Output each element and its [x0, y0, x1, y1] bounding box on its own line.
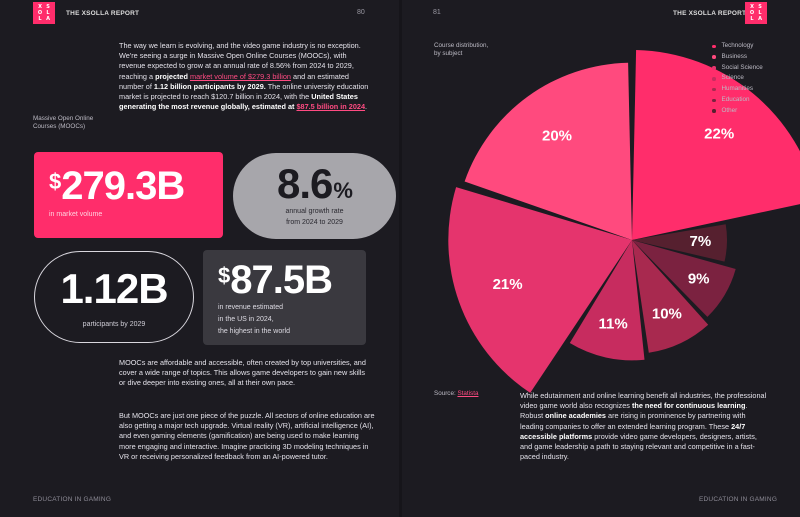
legend-dot — [712, 55, 716, 59]
report-title: THE XSOLLA REPORT — [673, 10, 747, 17]
legend-label: Humanities — [721, 85, 754, 93]
slice-label: 7% — [690, 233, 712, 250]
mooc-label: Massive Open Online Courses (MOOCs) — [33, 115, 94, 131]
slice-label: 20% — [542, 128, 572, 145]
growth-rate-stat: 8.6% annual growth rate from 2024 to 202… — [233, 153, 396, 239]
slice-label: 11% — [598, 316, 627, 333]
chart-title: Course distribution, by subject — [434, 42, 489, 58]
legend-label: Business — [721, 52, 748, 60]
pie-slice — [632, 240, 736, 317]
legend-item: Technology — [712, 41, 763, 52]
legend-item: Science — [712, 73, 763, 84]
legend-dot — [712, 77, 716, 81]
pie-slice — [569, 240, 645, 361]
legend-dot — [712, 66, 716, 70]
legend-item: Humanities — [712, 84, 763, 95]
source-link[interactable]: Statista — [457, 390, 479, 397]
slice-label: 21% — [493, 276, 523, 293]
chart-source: Source: Statista — [434, 390, 479, 397]
legend-label: Science — [721, 74, 744, 82]
market-volume-link[interactable]: market volume of $279.3 billion — [189, 71, 291, 81]
tech-paragraph: But MOOCs are just one piece of the puzz… — [119, 411, 375, 461]
intro-paragraph: The way we learn is evolving, and the vi… — [119, 41, 369, 112]
chart-legend: Technology Business Social Science Science H… — [712, 41, 763, 117]
legend-label: Education — [721, 95, 750, 103]
pie-slice — [464, 62, 632, 241]
legend-label: Social Science — [721, 63, 763, 71]
legend-dot — [712, 109, 716, 113]
report-title: THE XSOLLA REPORT — [66, 10, 140, 17]
market-volume-stat: $279.3B in market volume — [34, 152, 223, 238]
legend-item: Social Science — [712, 63, 763, 74]
pie-slice — [632, 50, 800, 240]
pie-slice — [632, 240, 709, 353]
pie-chart: 22% 7% 9% 10% 11% 21% 20% — [448, 50, 800, 393]
page-footer: EDUCATION IN GAMING — [33, 496, 112, 503]
legend-dot — [712, 87, 716, 92]
slice-label: 22% — [704, 126, 734, 143]
pie-slice — [448, 187, 632, 393]
us-revenue-link[interactable]: $87.5 billion in 2024 — [296, 102, 366, 112]
mooc-paragraph: MOOCs are affordable and accessible, oft… — [119, 358, 366, 388]
us-revenue-stat: $87.5B in revenue estimated in the US in… — [203, 250, 366, 345]
slice-label: 9% — [688, 270, 710, 287]
slice-label: 10% — [652, 305, 682, 322]
legend-dot — [712, 98, 716, 103]
legend-label: Technology — [721, 42, 754, 49]
page-number: 81 — [433, 9, 441, 16]
participants-stat: 1.12B participants by 2029 — [34, 251, 194, 343]
legend-dot — [712, 44, 716, 49]
legend-item: Business — [712, 52, 763, 63]
page-footer: EDUCATION IN GAMING — [699, 496, 778, 503]
closing-paragraph: While edutainment and online learning be… — [520, 391, 767, 462]
legend-label: Other — [721, 106, 738, 114]
legend-item: Other — [712, 106, 763, 117]
pie-slice — [632, 224, 728, 262]
page-number: 80 — [357, 9, 365, 16]
legend-item: Education — [712, 95, 763, 106]
